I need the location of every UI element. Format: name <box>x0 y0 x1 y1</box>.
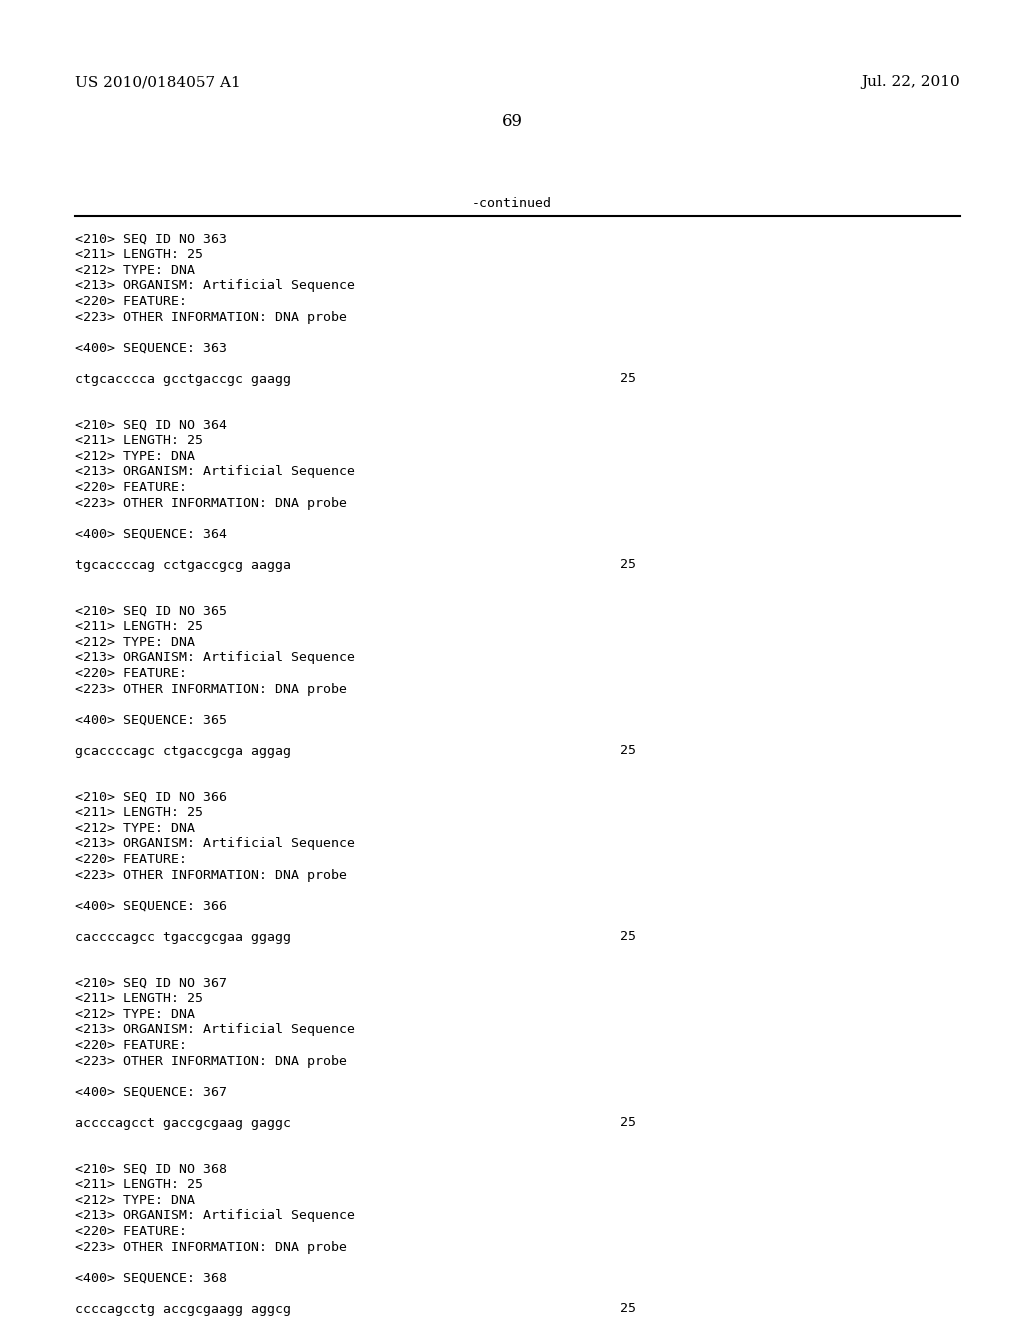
Text: -continued: -continued <box>472 197 552 210</box>
Text: 25: 25 <box>620 744 636 758</box>
Text: <213> ORGANISM: Artificial Sequence: <213> ORGANISM: Artificial Sequence <box>75 466 355 479</box>
Text: <212> TYPE: DNA: <212> TYPE: DNA <box>75 1008 195 1020</box>
Text: <212> TYPE: DNA: <212> TYPE: DNA <box>75 1195 195 1206</box>
Text: <223> OTHER INFORMATION: DNA probe: <223> OTHER INFORMATION: DNA probe <box>75 1241 347 1254</box>
Text: <220> FEATURE:: <220> FEATURE: <box>75 294 187 308</box>
Text: <212> TYPE: DNA: <212> TYPE: DNA <box>75 264 195 277</box>
Text: <212> TYPE: DNA: <212> TYPE: DNA <box>75 636 195 649</box>
Text: <213> ORGANISM: Artificial Sequence: <213> ORGANISM: Artificial Sequence <box>75 1023 355 1036</box>
Text: 25: 25 <box>620 931 636 944</box>
Text: <400> SEQUENCE: 363: <400> SEQUENCE: 363 <box>75 342 227 355</box>
Text: <400> SEQUENCE: 368: <400> SEQUENCE: 368 <box>75 1271 227 1284</box>
Text: accccagcct gaccgcgaag gaggc: accccagcct gaccgcgaag gaggc <box>75 1117 291 1130</box>
Text: <213> ORGANISM: Artificial Sequence: <213> ORGANISM: Artificial Sequence <box>75 1209 355 1222</box>
Text: <223> OTHER INFORMATION: DNA probe: <223> OTHER INFORMATION: DNA probe <box>75 496 347 510</box>
Text: 25: 25 <box>620 1117 636 1130</box>
Text: 25: 25 <box>620 558 636 572</box>
Text: <210> SEQ ID NO 368: <210> SEQ ID NO 368 <box>75 1163 227 1176</box>
Text: 25: 25 <box>620 372 636 385</box>
Text: <400> SEQUENCE: 366: <400> SEQUENCE: 366 <box>75 899 227 912</box>
Text: gcaccccagc ctgaccgcga aggag: gcaccccagc ctgaccgcga aggag <box>75 744 291 758</box>
Text: <210> SEQ ID NO 367: <210> SEQ ID NO 367 <box>75 977 227 990</box>
Text: US 2010/0184057 A1: US 2010/0184057 A1 <box>75 75 241 88</box>
Text: <212> TYPE: DNA: <212> TYPE: DNA <box>75 450 195 463</box>
Text: <211> LENGTH: 25: <211> LENGTH: 25 <box>75 248 203 261</box>
Text: <211> LENGTH: 25: <211> LENGTH: 25 <box>75 1179 203 1192</box>
Text: <213> ORGANISM: Artificial Sequence: <213> ORGANISM: Artificial Sequence <box>75 280 355 293</box>
Text: <210> SEQ ID NO 363: <210> SEQ ID NO 363 <box>75 234 227 246</box>
Text: caccccagcc tgaccgcgaa ggagg: caccccagcc tgaccgcgaa ggagg <box>75 931 291 944</box>
Text: <210> SEQ ID NO 366: <210> SEQ ID NO 366 <box>75 791 227 804</box>
Text: <211> LENGTH: 25: <211> LENGTH: 25 <box>75 807 203 820</box>
Text: <223> OTHER INFORMATION: DNA probe: <223> OTHER INFORMATION: DNA probe <box>75 682 347 696</box>
Text: 69: 69 <box>502 114 522 129</box>
Text: <212> TYPE: DNA: <212> TYPE: DNA <box>75 822 195 836</box>
Text: <400> SEQUENCE: 365: <400> SEQUENCE: 365 <box>75 714 227 726</box>
Text: <220> FEATURE:: <220> FEATURE: <box>75 1225 187 1238</box>
Text: <220> FEATURE:: <220> FEATURE: <box>75 1039 187 1052</box>
Text: <220> FEATURE:: <220> FEATURE: <box>75 853 187 866</box>
Text: <213> ORGANISM: Artificial Sequence: <213> ORGANISM: Artificial Sequence <box>75 837 355 850</box>
Text: <213> ORGANISM: Artificial Sequence: <213> ORGANISM: Artificial Sequence <box>75 652 355 664</box>
Text: <220> FEATURE:: <220> FEATURE: <box>75 667 187 680</box>
Text: <400> SEQUENCE: 364: <400> SEQUENCE: 364 <box>75 528 227 540</box>
Text: <400> SEQUENCE: 367: <400> SEQUENCE: 367 <box>75 1085 227 1098</box>
Text: 25: 25 <box>620 1303 636 1316</box>
Text: <210> SEQ ID NO 365: <210> SEQ ID NO 365 <box>75 605 227 618</box>
Text: ccccagcctg accgcgaagg aggcg: ccccagcctg accgcgaagg aggcg <box>75 1303 291 1316</box>
Text: Jul. 22, 2010: Jul. 22, 2010 <box>861 75 961 88</box>
Text: <211> LENGTH: 25: <211> LENGTH: 25 <box>75 993 203 1006</box>
Text: tgcaccccag cctgaccgcg aagga: tgcaccccag cctgaccgcg aagga <box>75 558 291 572</box>
Text: <211> LENGTH: 25: <211> LENGTH: 25 <box>75 620 203 634</box>
Text: <223> OTHER INFORMATION: DNA probe: <223> OTHER INFORMATION: DNA probe <box>75 1055 347 1068</box>
Text: <223> OTHER INFORMATION: DNA probe: <223> OTHER INFORMATION: DNA probe <box>75 310 347 323</box>
Text: ctgcacccca gcctgaccgc gaagg: ctgcacccca gcctgaccgc gaagg <box>75 372 291 385</box>
Text: <220> FEATURE:: <220> FEATURE: <box>75 480 187 494</box>
Text: <210> SEQ ID NO 364: <210> SEQ ID NO 364 <box>75 418 227 432</box>
Text: <211> LENGTH: 25: <211> LENGTH: 25 <box>75 434 203 447</box>
Text: <223> OTHER INFORMATION: DNA probe: <223> OTHER INFORMATION: DNA probe <box>75 869 347 882</box>
